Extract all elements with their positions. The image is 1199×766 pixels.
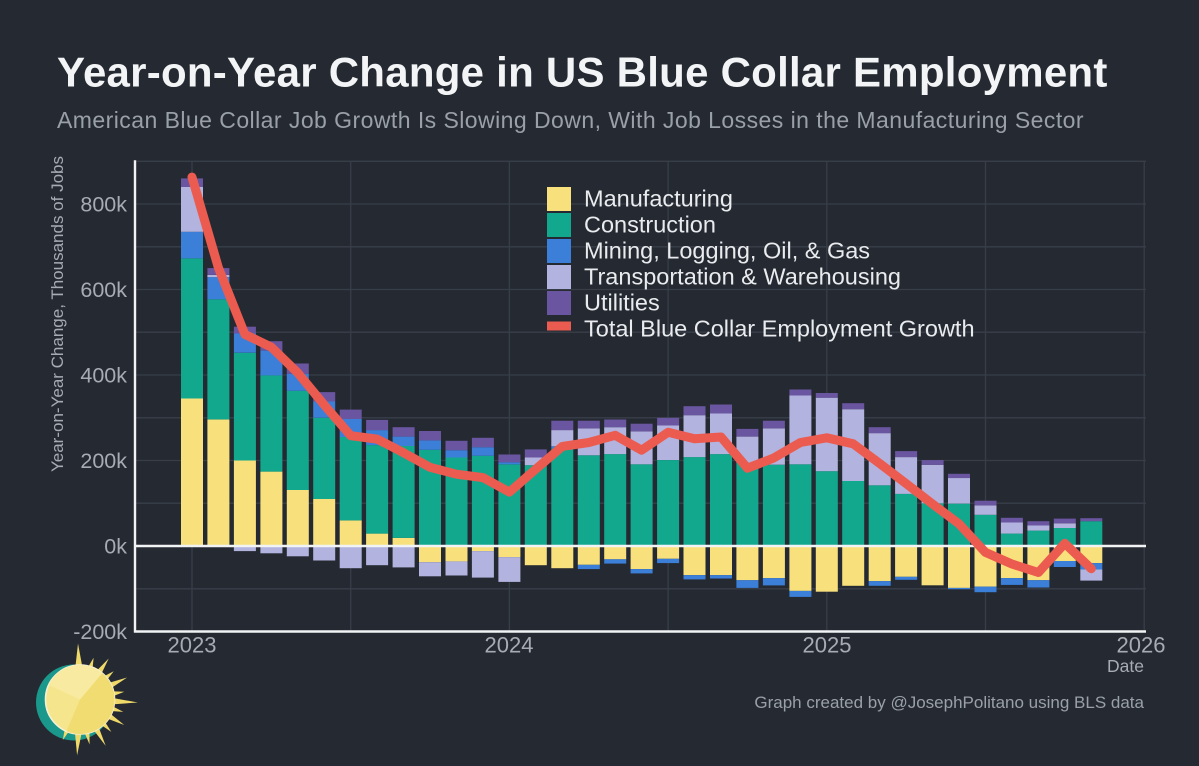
svg-text:400k: 400k [80, 363, 127, 387]
svg-text:Year-on-Year Change in US Blue: Year-on-Year Change in US Blue Collar Em… [57, 49, 1108, 96]
svg-text:Mining, Logging, Oil, & Gas: Mining, Logging, Oil, & Gas [584, 238, 870, 264]
svg-text:-200k: -200k [73, 620, 127, 644]
svg-text:Construction: Construction [584, 212, 716, 238]
svg-text:200k: 200k [80, 449, 127, 473]
svg-text:2026: 2026 [1117, 633, 1166, 658]
svg-text:Graph created by @JosephPolita: Graph created by @JosephPolitano using B… [754, 693, 1144, 712]
svg-text:2024: 2024 [485, 633, 534, 658]
svg-text:Total Blue Collar Employment G: Total Blue Collar Employment Growth [584, 316, 975, 342]
svg-text:Utilities: Utilities [584, 290, 660, 316]
svg-text:2025: 2025 [803, 633, 852, 658]
svg-text:800k: 800k [80, 192, 127, 216]
svg-text:0k: 0k [104, 534, 127, 558]
svg-text:Year-on-Year Change, Thousands: Year-on-Year Change, Thousands of Jobs [48, 156, 67, 472]
svg-text:600k: 600k [80, 278, 127, 302]
svg-text:Manufacturing: Manufacturing [584, 186, 733, 212]
svg-text:American Blue Collar Job Growt: American Blue Collar Job Growth Is Slowi… [57, 107, 1084, 133]
svg-text:2023: 2023 [168, 633, 217, 658]
svg-text:Date: Date [1107, 656, 1144, 676]
svg-text:Transportation & Warehousing: Transportation & Warehousing [584, 264, 901, 290]
